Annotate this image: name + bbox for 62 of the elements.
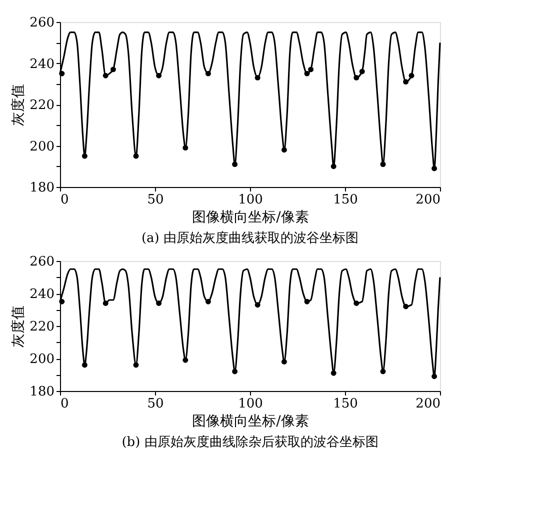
point — [281, 147, 287, 153]
x-tick-label: 150 — [333, 396, 358, 412]
x-tick-label: 200 — [416, 192, 440, 208]
y-tick-label: 240 — [30, 287, 54, 302]
y-tick-label: 200 — [30, 352, 54, 367]
y-tick-label: 260 — [30, 16, 54, 30]
point — [308, 66, 314, 72]
point — [254, 302, 260, 308]
point — [205, 298, 211, 304]
text: (a) 由原始灰度曲线获取的波谷坐标图 — [141, 230, 359, 246]
point — [359, 68, 365, 74]
point — [408, 72, 414, 78]
y-tick-label: 180 — [30, 180, 54, 196]
point — [432, 374, 438, 380]
point — [110, 66, 116, 72]
point — [102, 300, 108, 306]
point — [133, 153, 139, 159]
y-tick-label: 240 — [30, 56, 54, 72]
point — [281, 359, 287, 364]
point — [354, 300, 360, 306]
point — [156, 300, 162, 306]
x-tick-label: 0 — [60, 192, 69, 208]
point — [59, 298, 65, 304]
point — [232, 162, 238, 168]
y-tick-label: 220 — [30, 320, 54, 334]
point — [432, 166, 438, 172]
y-tick-label: 220 — [30, 98, 54, 113]
x-tick-label: 100 — [238, 396, 263, 412]
y-tick-label: 180 — [30, 384, 54, 400]
point — [330, 164, 336, 170]
x-tick-label: 200 — [416, 396, 440, 412]
x-tick-label: 0 — [60, 396, 69, 412]
point — [254, 74, 260, 80]
point — [380, 368, 386, 374]
x-tick-label: 100 — [238, 192, 263, 208]
point — [330, 370, 336, 376]
point — [133, 362, 139, 368]
y-tick-label: 260 — [30, 254, 54, 270]
point — [205, 70, 211, 76]
point — [59, 70, 65, 76]
point — [403, 304, 409, 310]
point — [304, 298, 310, 304]
y-axis-title: 灰度值 — [10, 84, 27, 126]
point — [304, 70, 310, 76]
x-tick-label: 50 — [147, 192, 164, 208]
point — [182, 145, 188, 151]
x-axis-title: 图像横向坐标/像素 — [192, 210, 309, 226]
y-tick-label: 200 — [30, 139, 54, 154]
x-axis-title: 图像横向坐标/像素 — [192, 414, 309, 430]
point — [403, 79, 409, 85]
point — [82, 362, 88, 368]
point — [102, 72, 108, 78]
x-tick-label: 150 — [333, 192, 358, 208]
point — [232, 368, 238, 374]
point — [182, 357, 188, 363]
point — [354, 74, 360, 80]
y-axis-title: 灰度值 — [10, 306, 27, 348]
point — [156, 72, 162, 78]
text: (b) 由原始灰度曲线除杂后获取的波谷坐标图 — [122, 434, 378, 450]
point — [82, 153, 88, 159]
point — [380, 162, 386, 168]
x-tick-label: 50 — [147, 396, 164, 412]
